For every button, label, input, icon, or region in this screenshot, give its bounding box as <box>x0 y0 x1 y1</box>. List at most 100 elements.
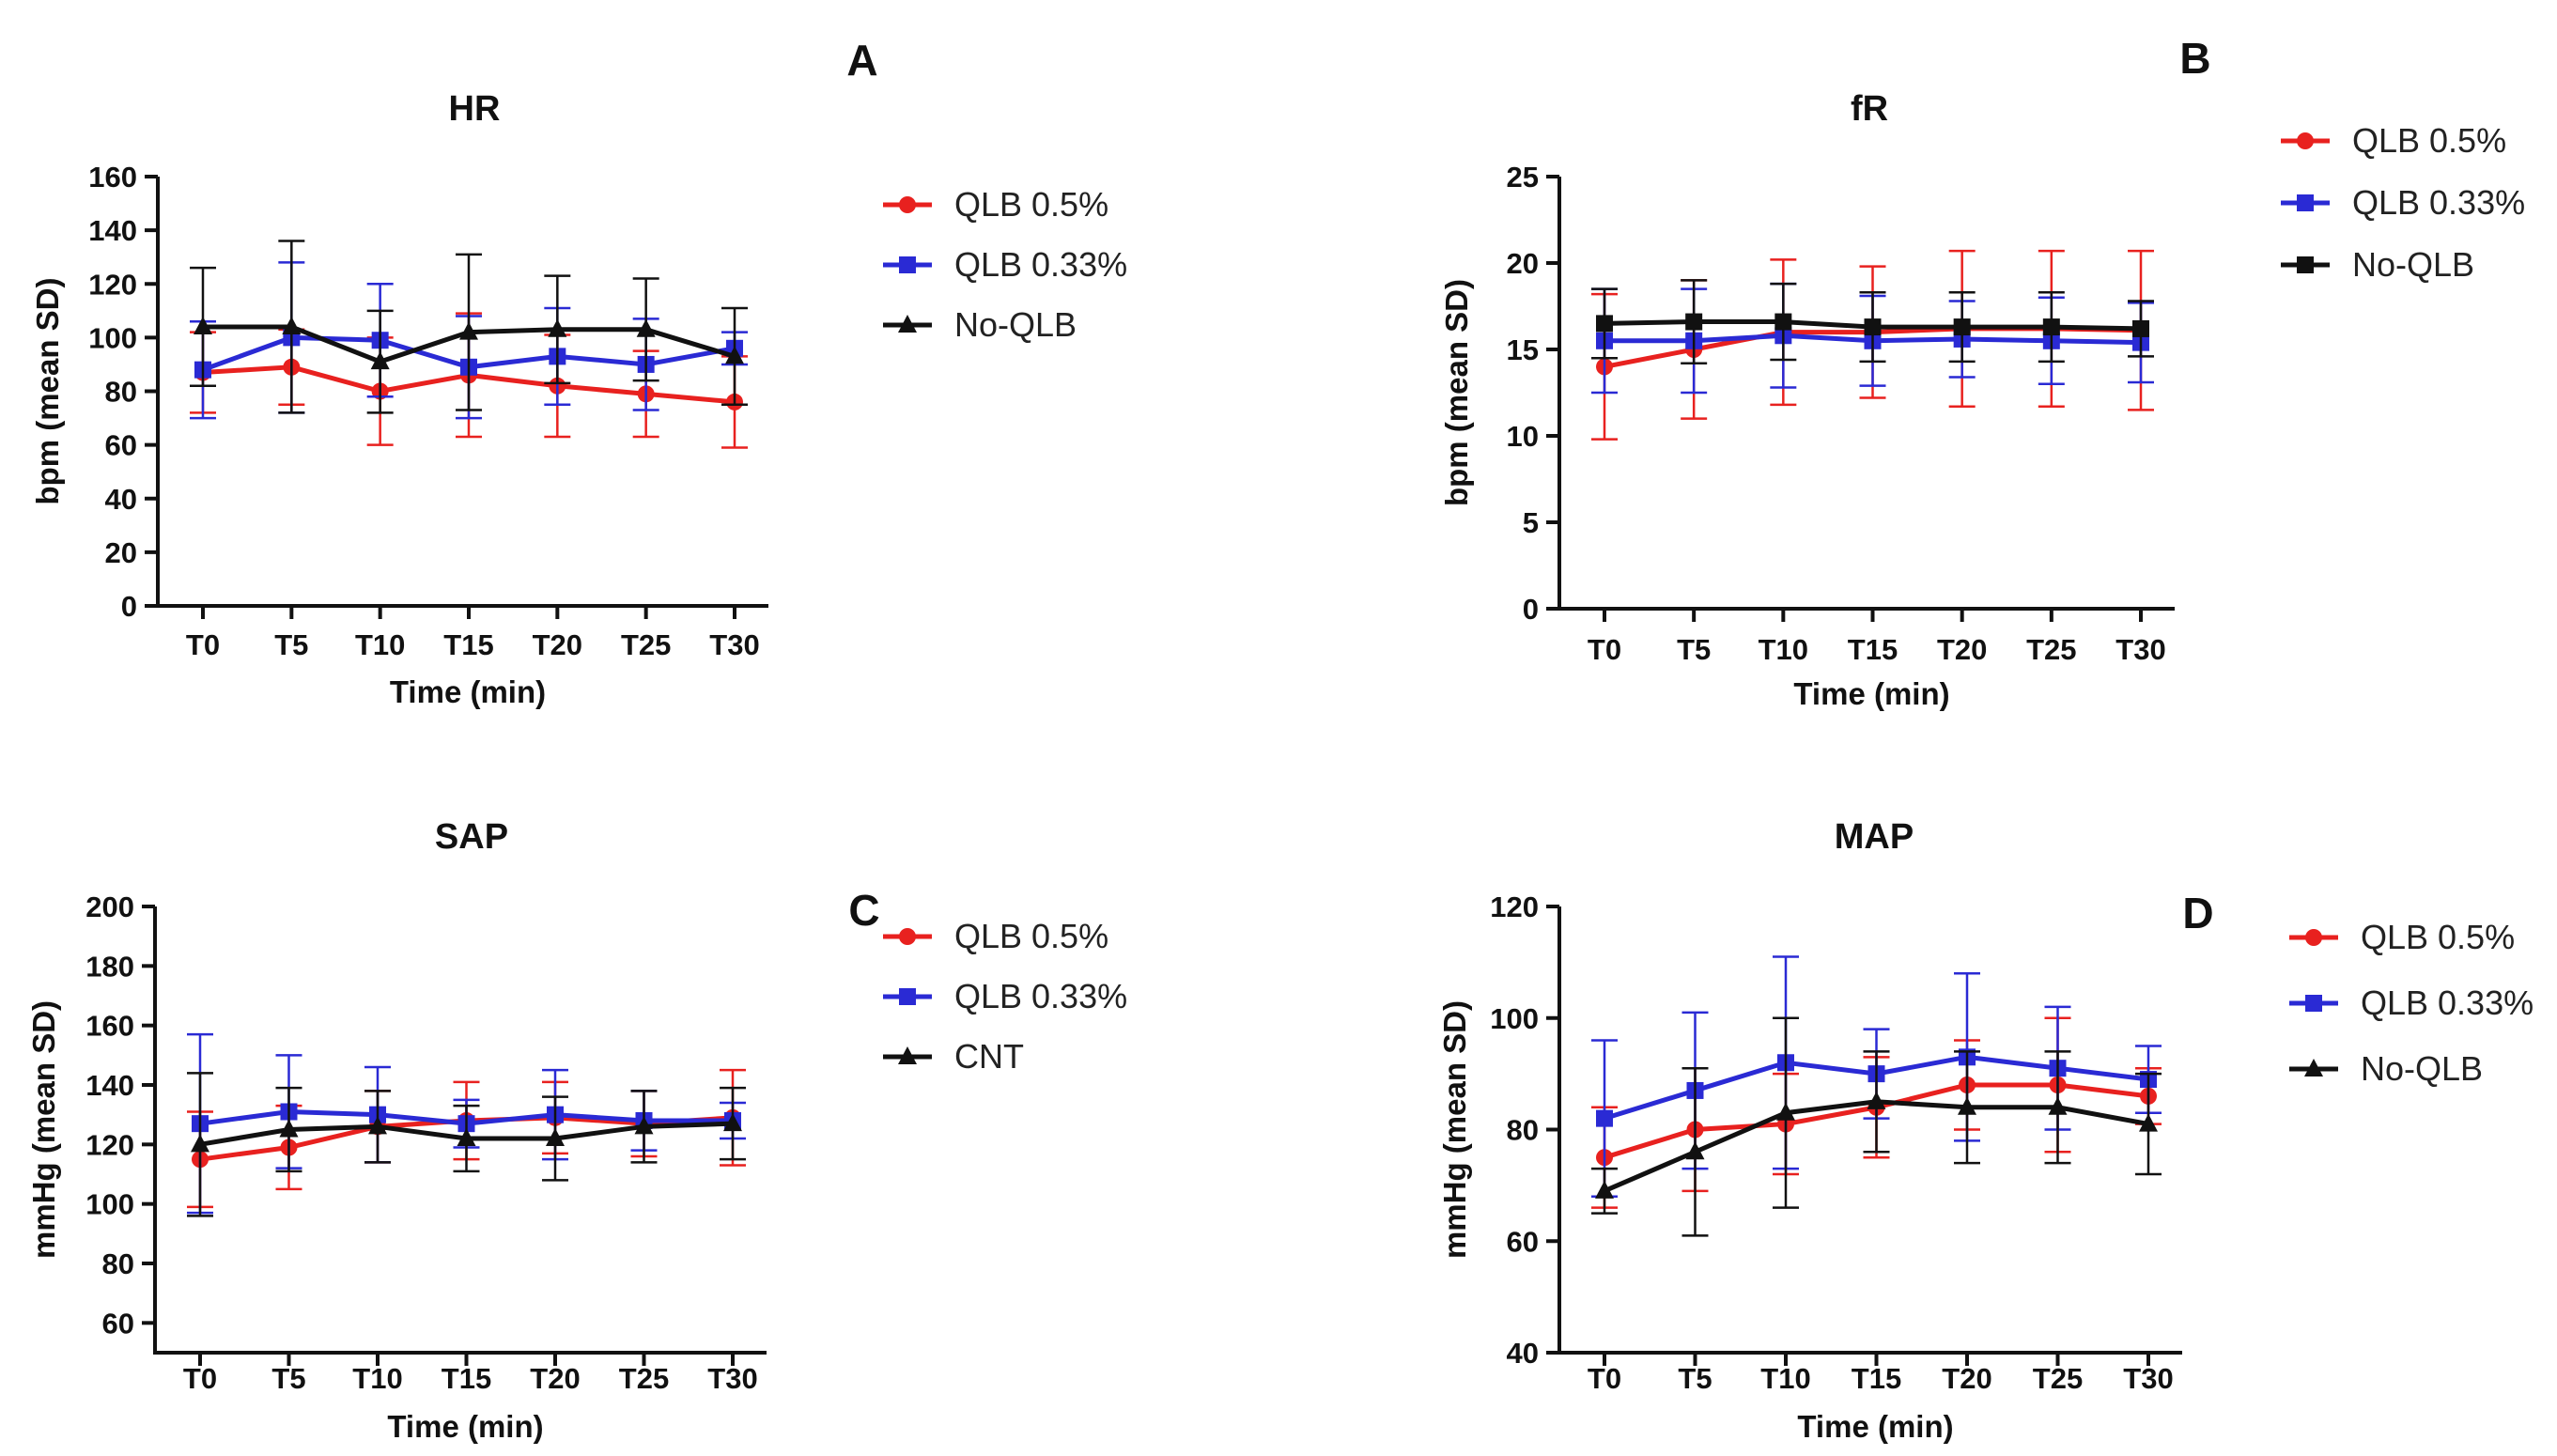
legend-entry: QLB 0.33% <box>883 977 1127 1015</box>
y-tick-label: 10 <box>1507 420 1539 453</box>
legend-label: QLB 0.33% <box>2352 183 2525 222</box>
legend-marker <box>2305 995 2322 1012</box>
x-axis-label: Time (min) <box>1793 676 1949 711</box>
legend-label: No-QLB <box>954 305 1077 344</box>
legend-marker <box>2304 1059 2323 1077</box>
x-tick-label: T10 <box>1760 1362 1810 1395</box>
y-tick-label: 140 <box>85 1069 134 1102</box>
legend-marker <box>898 315 917 333</box>
legend-marker <box>2297 194 2314 211</box>
data-point <box>1595 1180 1614 1199</box>
legend-entry: QLB 0.5% <box>883 917 1108 955</box>
x-tick-label: T10 <box>352 1362 402 1395</box>
x-tick-label: T25 <box>619 1362 669 1395</box>
x-tick-label: T30 <box>2123 1362 2173 1395</box>
data-point <box>725 346 744 364</box>
legend-label: QLB 0.33% <box>954 977 1127 1015</box>
legend-entry: CNT <box>883 1037 1024 1076</box>
data-point <box>368 1116 387 1135</box>
y-tick-label: 60 <box>105 429 137 462</box>
chart-title: HR <box>449 89 501 129</box>
y-axis-label: bpm (mean SD) <box>30 277 65 504</box>
panel-letter: C <box>848 886 879 935</box>
x-tick-label: T30 <box>709 628 759 661</box>
data-point <box>1685 313 1703 331</box>
legend-entry: QLB 0.5% <box>883 185 1108 224</box>
data-point <box>546 1128 565 1146</box>
x-tick-label: T20 <box>533 628 582 661</box>
y-axis-label: bpm (mean SD) <box>1439 279 1474 506</box>
legend-label: QLB 0.33% <box>2361 984 2534 1022</box>
y-tick-label: 0 <box>121 590 137 623</box>
data-point <box>1685 1141 1705 1160</box>
data-point <box>459 321 478 340</box>
x-tick-label: T0 <box>186 628 220 661</box>
x-tick-label: T0 <box>1588 1362 1621 1395</box>
data-point <box>2139 1113 2158 1132</box>
data-point <box>194 316 212 334</box>
series-no-qlb <box>1591 1016 2162 1237</box>
y-tick-label: 40 <box>1507 1337 1539 1370</box>
y-tick-label: 140 <box>88 214 137 247</box>
x-tick-label: T0 <box>1588 633 1621 666</box>
legend-label: QLB 0.5% <box>2361 918 2515 956</box>
x-axis-label: Time (min) <box>387 1409 543 1444</box>
legend-entry: QLB 0.33% <box>2281 183 2525 222</box>
x-tick-label: T30 <box>2115 633 2165 666</box>
panel-d: 40 60 80 100 120 T0 T5 T10 T15 T20 T25 T30 MAP D Time … <box>1437 817 2534 1444</box>
x-tick-label: T0 <box>183 1362 217 1395</box>
x-tick-label: T20 <box>530 1362 580 1395</box>
y-tick-label: 80 <box>105 376 137 409</box>
legend-entry: No-QLB <box>883 305 1077 344</box>
legend-marker <box>899 988 916 1005</box>
y-tick-label: 160 <box>88 161 137 194</box>
data-point <box>1867 1091 1886 1109</box>
x-tick-label: T25 <box>2026 633 2076 666</box>
y-tick-label: 100 <box>88 321 137 354</box>
data-point <box>1596 315 1613 333</box>
x-tick-label: T10 <box>355 628 405 661</box>
data-point <box>723 1113 742 1132</box>
data-point <box>1953 318 1971 336</box>
chart-title: fR <box>1851 89 1888 129</box>
panel-letter: B <box>2179 34 2210 83</box>
x-tick-label: T10 <box>1759 633 1808 666</box>
data-point <box>1864 318 1882 336</box>
data-point <box>634 1116 654 1135</box>
y-axis-label: mmHg (mean SD) <box>1437 1000 1472 1259</box>
legend-marker <box>899 256 916 273</box>
x-axis-label: Time (min) <box>1797 1409 1953 1444</box>
x-tick-label: T25 <box>2033 1362 2083 1395</box>
x-tick-label: T5 <box>274 628 308 661</box>
legend-label: QLB 0.5% <box>954 185 1108 224</box>
legend-marker <box>898 1046 917 1064</box>
legend-entry: QLB 0.5% <box>2281 121 2506 160</box>
y-tick-label: 15 <box>1507 333 1539 366</box>
x-tick-label: T15 <box>443 628 493 661</box>
y-tick-label: 25 <box>1507 161 1539 194</box>
x-tick-label: T5 <box>1678 1362 1712 1395</box>
y-tick-label: 80 <box>1507 1114 1539 1147</box>
x-tick-label: T15 <box>442 1362 491 1395</box>
legend-entry: QLB 0.33% <box>883 245 1127 284</box>
legend-label: No-QLB <box>2352 245 2474 284</box>
y-tick-label: 20 <box>105 536 137 569</box>
series-no-qlb <box>1591 279 2154 364</box>
data-point <box>1774 313 1792 331</box>
chart-title: MAP <box>1835 817 1914 857</box>
data-point <box>370 351 390 370</box>
legend-label: QLB 0.33% <box>954 245 1127 284</box>
chart-title: SAP <box>435 817 508 857</box>
x-tick-label: T5 <box>271 1362 305 1395</box>
x-axis-label: Time (min) <box>390 674 546 709</box>
series-no-qlb <box>190 240 748 414</box>
legend-label: QLB 0.5% <box>2352 121 2506 160</box>
y-tick-label: 5 <box>1523 506 1539 539</box>
y-tick-label: 80 <box>102 1247 134 1280</box>
x-tick-label: T20 <box>1937 633 1987 666</box>
y-tick-label: 120 <box>85 1128 134 1161</box>
y-tick-label: 180 <box>85 950 134 983</box>
data-point <box>282 316 302 334</box>
x-tick-label: T15 <box>1852 1362 1901 1395</box>
